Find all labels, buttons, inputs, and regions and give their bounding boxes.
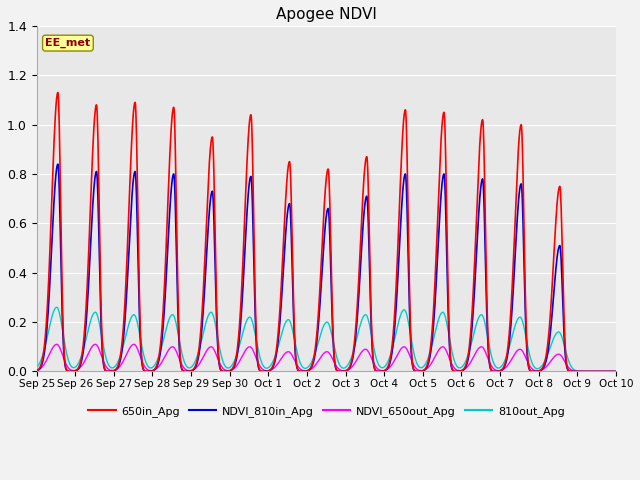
Title: Apogee NDVI: Apogee NDVI (276, 7, 377, 22)
Text: EE_met: EE_met (45, 38, 90, 48)
Legend: 650in_Apg, NDVI_810in_Apg, NDVI_650out_Apg, 810out_Apg: 650in_Apg, NDVI_810in_Apg, NDVI_650out_A… (83, 401, 569, 421)
